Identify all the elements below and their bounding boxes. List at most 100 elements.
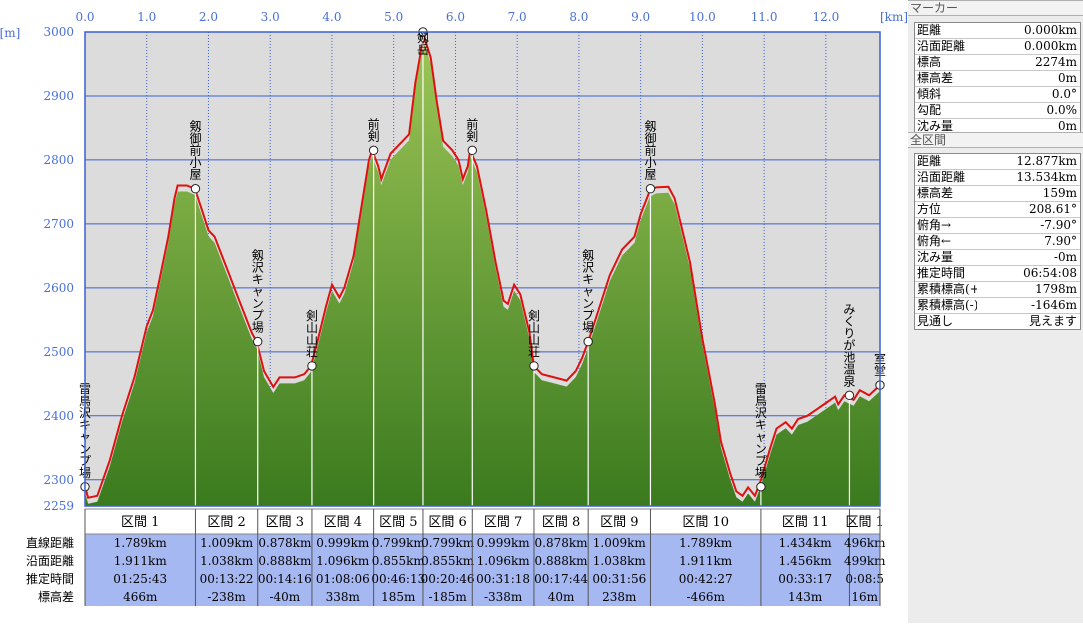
section-cell: 00:17:44: [534, 572, 588, 586]
all-section-value: 208.61°: [1029, 202, 1077, 216]
section-cell: 238m: [602, 590, 637, 604]
section-row-label: 標高差: [38, 589, 74, 604]
marker-label: 剱岳: [417, 31, 429, 57]
marker-point: [307, 361, 317, 371]
y-tick-label: 2300: [43, 473, 74, 487]
marker-point: [756, 482, 766, 492]
marker-row: 勾配 0.0%: [915, 103, 1080, 119]
section-cell: 0.855km: [421, 554, 475, 568]
section-cell: 0.999km: [477, 536, 531, 550]
marker-label: 雷鳥沢キャンプ場: [755, 382, 767, 480]
all-section-title: 全区間: [908, 132, 1083, 148]
marker-point: [190, 184, 201, 194]
all-section-row: 俯角→ -7.90°: [915, 218, 1080, 234]
marker-row: 沈み量 0m: [915, 119, 1080, 134]
section-name: 区間 11: [782, 515, 829, 530]
all-section-key: 沿面距離: [917, 170, 966, 184]
section-cell: 00:33:17: [778, 572, 832, 586]
section-cell: 40m: [548, 590, 575, 604]
marker-value: 0.000km: [1023, 39, 1077, 53]
section-cell: 1.038km: [593, 554, 647, 568]
x-unit-label: [km]: [880, 10, 908, 24]
all-section-info-table: 距離 12.877km 沿面距離 13.534km 標高差 159m 方位 208.61° 俯角…: [914, 153, 1081, 330]
section-cell: 0.799km: [372, 536, 426, 550]
elevation-line: [84, 35, 881, 499]
section-cell: 01:25:43: [113, 572, 167, 586]
all-section-row: 沿面距離 13.534km: [915, 170, 1080, 186]
all-section-key: 沈み量: [917, 250, 954, 264]
marker-key: 標高: [917, 55, 942, 69]
all-section-value: -0m: [1053, 250, 1077, 264]
section-cell: 0.999km: [316, 536, 370, 550]
section-cell: 00:20:46: [421, 572, 475, 586]
section-cell: 1.096km: [477, 554, 531, 568]
x-tick-label: 7.0: [508, 10, 527, 24]
all-section-row: 累積標高(+) 1798m: [915, 282, 1080, 298]
section-cell: 1.911km: [114, 554, 168, 568]
section-cell: 0.878km: [258, 536, 312, 550]
y-tick-label: 2700: [43, 217, 74, 231]
section-cell: 0:08:5: [845, 572, 884, 586]
marker-row: 標高 2274m: [915, 55, 1080, 71]
all-section-value: -1646m: [1031, 298, 1077, 312]
plot-border: [84, 31, 881, 507]
section-cell: 00:31:56: [592, 572, 646, 586]
marker-value: 0.0°: [1051, 87, 1077, 101]
section-cell: 00:42:27: [679, 572, 733, 586]
all-section-row: 距離 12.877km: [915, 154, 1080, 170]
all-section-key: 方位: [917, 202, 942, 216]
marker-point: [253, 336, 263, 347]
marker-key: 標高差: [917, 71, 954, 85]
section-cell: 1.789km: [114, 536, 168, 550]
y-tick-label: 2259: [43, 499, 74, 513]
section-cell: 499km: [844, 554, 886, 568]
x-tick-label: 3.0: [261, 10, 280, 24]
y-unit-label: [m]: [0, 26, 20, 40]
marker-key: 勾配: [917, 103, 942, 117]
marker-point: [583, 336, 593, 347]
section-cell: 1.911km: [679, 554, 733, 568]
x-tick-label: 2.0: [199, 10, 218, 24]
marker-label: 剱沢キャンプ場: [252, 249, 264, 335]
all-section-key: 俯角→: [917, 218, 952, 232]
all-section-row: 累積標高(-) -1646m: [915, 298, 1080, 314]
section-cell: 1.009km: [593, 536, 647, 550]
marker-label: 剱御前小屋: [189, 120, 201, 182]
chart-canvas: 3000 2900 2800 2700 2600 2500 2400 2300 2259 0.0 1…: [0, 10, 908, 606]
all-section-value: 13.534km: [1016, 170, 1077, 184]
section-cell: 0.878km: [535, 536, 589, 550]
section-name: 区間 8: [542, 515, 580, 530]
all-section-value: 06:54:08: [1023, 266, 1077, 280]
all-section-row: 方位 208.61°: [915, 202, 1080, 218]
marker-value: 0m: [1057, 119, 1077, 133]
x-tick-label: 9.0: [631, 10, 650, 24]
all-section-key: 俯角←: [917, 234, 952, 248]
x-tick-label: 4.0: [322, 10, 341, 24]
all-section-value: -7.90°: [1040, 218, 1077, 232]
section-name: 区間 5: [379, 515, 417, 530]
marker-key: 距離: [917, 23, 942, 37]
x-tick-label: 10.0: [689, 10, 716, 24]
marker-label: みくりが池温泉: [843, 302, 855, 388]
section-name: 区間 9: [600, 515, 638, 530]
section-table-body: [85, 534, 880, 606]
all-section-key: 累積標高(-): [917, 298, 977, 312]
section-cell: 00:13:22: [200, 572, 254, 586]
marker-value: 0m: [1057, 71, 1077, 85]
section-name: 区間 4: [324, 515, 362, 530]
marker-value: 0.000km: [1023, 23, 1077, 37]
marker-row: 傾斜 0.0°: [915, 87, 1080, 103]
section-cell: 1.009km: [200, 536, 254, 550]
elevation-profile-chart: 3000 2900 2800 2700 2600 2500 2400 2300 2259 0.0 1…: [0, 10, 909, 606]
section-table-header: [84, 508, 881, 535]
all-section-value: 12.877km: [1016, 154, 1077, 168]
section-cell: 00:31:18: [476, 572, 530, 586]
x-tick-label: 8.0: [569, 10, 588, 24]
marker-info-table: 距離 0.000km 沿面距離 0.000km 標高 2274m 標高差 0m 傾斜 0.0° 勾配…: [914, 22, 1081, 135]
marker-point: [645, 184, 656, 194]
y-tick-label: 2500: [43, 345, 74, 359]
section-cell: 466m: [123, 590, 158, 604]
section-cell: 185m: [381, 590, 416, 604]
y-tick-label: 2600: [43, 281, 74, 295]
all-section-key: 距離: [917, 154, 942, 168]
